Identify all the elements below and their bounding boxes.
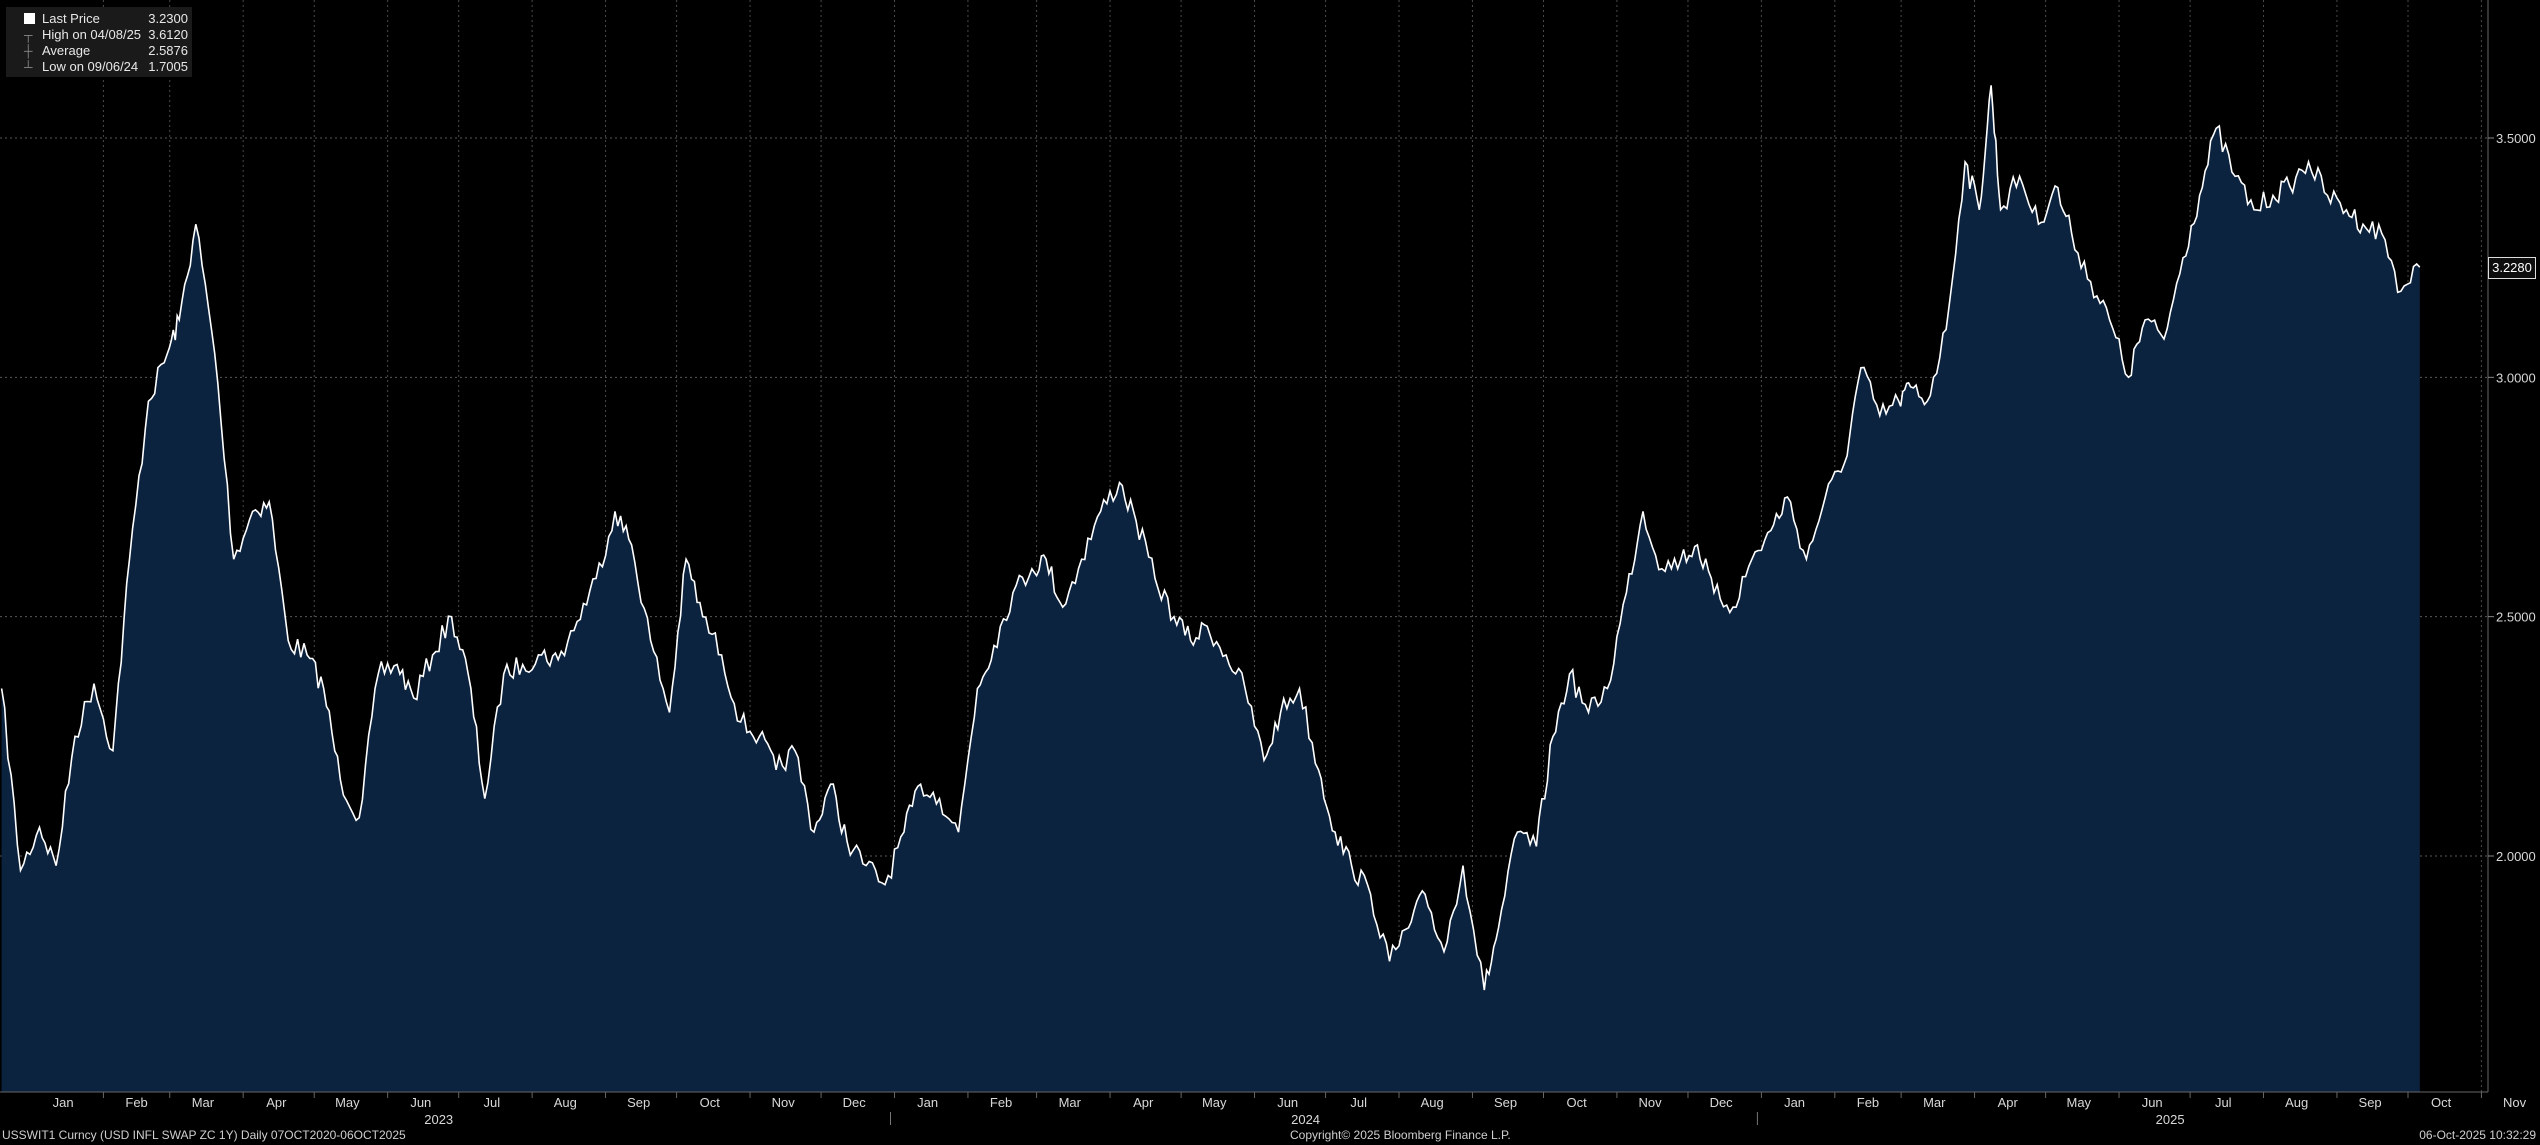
month-label: Mar xyxy=(192,1095,215,1110)
legend-value: 3.6120 xyxy=(148,27,188,42)
month-label: Jul xyxy=(2215,1095,2232,1110)
year-label: 2025 xyxy=(2156,1112,2185,1127)
month-label: Mar xyxy=(1059,1095,1082,1110)
y-tick-label: 2.5000 xyxy=(2496,610,2536,625)
high-tick-icon: ┬ xyxy=(24,28,33,42)
low-tick-icon: ┴ xyxy=(24,60,33,74)
year-label: 2023 xyxy=(424,1112,453,1127)
month-label: Apr xyxy=(1133,1095,1154,1110)
month-label: Sep xyxy=(1494,1095,1517,1110)
month-label: Apr xyxy=(1998,1095,2019,1110)
y-axis: 3.5000 3.0000 2.5000 2.0000 xyxy=(2487,0,2536,1092)
month-label: Mar xyxy=(1923,1095,1946,1110)
month-label: Nov xyxy=(772,1095,796,1110)
month-label: Jan xyxy=(53,1095,74,1110)
legend-row-average: ┼ Average 2.5876 xyxy=(22,43,192,59)
month-label: May xyxy=(335,1095,360,1110)
legend-label: High on 04/08/25 xyxy=(42,27,142,42)
month-label: Aug xyxy=(1421,1095,1444,1110)
month-label: Oct xyxy=(2431,1095,2452,1110)
legend-value: 1.7005 xyxy=(148,59,188,74)
month-label: Oct xyxy=(1567,1095,1588,1110)
month-label: Feb xyxy=(1857,1095,1879,1110)
month-label: Aug xyxy=(2285,1095,2308,1110)
footer-security-info: USSWIT1 Curncy (USD INFL SWAP ZC 1Y) Dai… xyxy=(2,1128,406,1142)
month-label: Nov xyxy=(1639,1095,1663,1110)
month-label: Oct xyxy=(700,1095,721,1110)
legend-square-icon xyxy=(24,13,35,24)
month-label: Jul xyxy=(484,1095,501,1110)
legend-label: Average xyxy=(42,43,91,58)
y-tick-label: 3.0000 xyxy=(2496,370,2536,385)
month-label: Nov xyxy=(2503,1095,2527,1110)
month-label: May xyxy=(2066,1095,2091,1110)
month-label: Sep xyxy=(627,1095,650,1110)
month-label: Jun xyxy=(410,1095,431,1110)
legend-box: Last Price 3.2300 ┬ High on 04/08/25 3.6… xyxy=(6,7,192,77)
legend-label: Low on 09/06/24 xyxy=(42,59,139,74)
legend-label: Last Price xyxy=(42,11,100,26)
legend-row-low: ┴ Low on 09/06/24 1.7005 xyxy=(22,59,192,75)
legend-row-last-price: Last Price 3.2300 xyxy=(22,11,192,27)
month-label: Jun xyxy=(2142,1095,2163,1110)
y-tick-label: 2.0000 xyxy=(2496,849,2536,864)
price-line xyxy=(0,85,2421,991)
month-label: Sep xyxy=(2359,1095,2382,1110)
legend-value: 3.2300 xyxy=(148,11,188,26)
last-price-tag: 3.2280 xyxy=(2488,257,2536,279)
month-label: May xyxy=(1202,1095,1227,1110)
month-label: Apr xyxy=(266,1095,287,1110)
footer-copyright: Copyright© 2025 Bloomberg Finance L.P. xyxy=(1290,1128,1511,1142)
month-label: Dec xyxy=(1710,1095,1734,1110)
average-line-icon: ┼ xyxy=(24,44,33,58)
month-label: Jan xyxy=(1784,1095,1805,1110)
y-tick-label: 3.5000 xyxy=(2496,131,2536,146)
price-area xyxy=(1,85,2420,1093)
month-label: Aug xyxy=(554,1095,577,1110)
year-label: 2024 xyxy=(1291,1112,1320,1127)
month-label: Jun xyxy=(1277,1095,1298,1110)
x-axis: Jan Feb Mar Apr May Jun Jul Aug Sep Oct Nov Dec Jan F… xyxy=(0,1091,2527,1127)
month-label: Feb xyxy=(990,1095,1012,1110)
month-label: Dec xyxy=(843,1095,867,1110)
month-label: Jan xyxy=(917,1095,938,1110)
legend-row-high: ┬ High on 04/08/25 3.6120 xyxy=(22,27,192,43)
legend-value: 2.5876 xyxy=(148,43,188,58)
footer-timestamp: 06-Oct-2025 10:32:29 xyxy=(2419,1128,2536,1142)
month-label: Feb xyxy=(125,1095,147,1110)
month-label: Jul xyxy=(1350,1095,1367,1110)
